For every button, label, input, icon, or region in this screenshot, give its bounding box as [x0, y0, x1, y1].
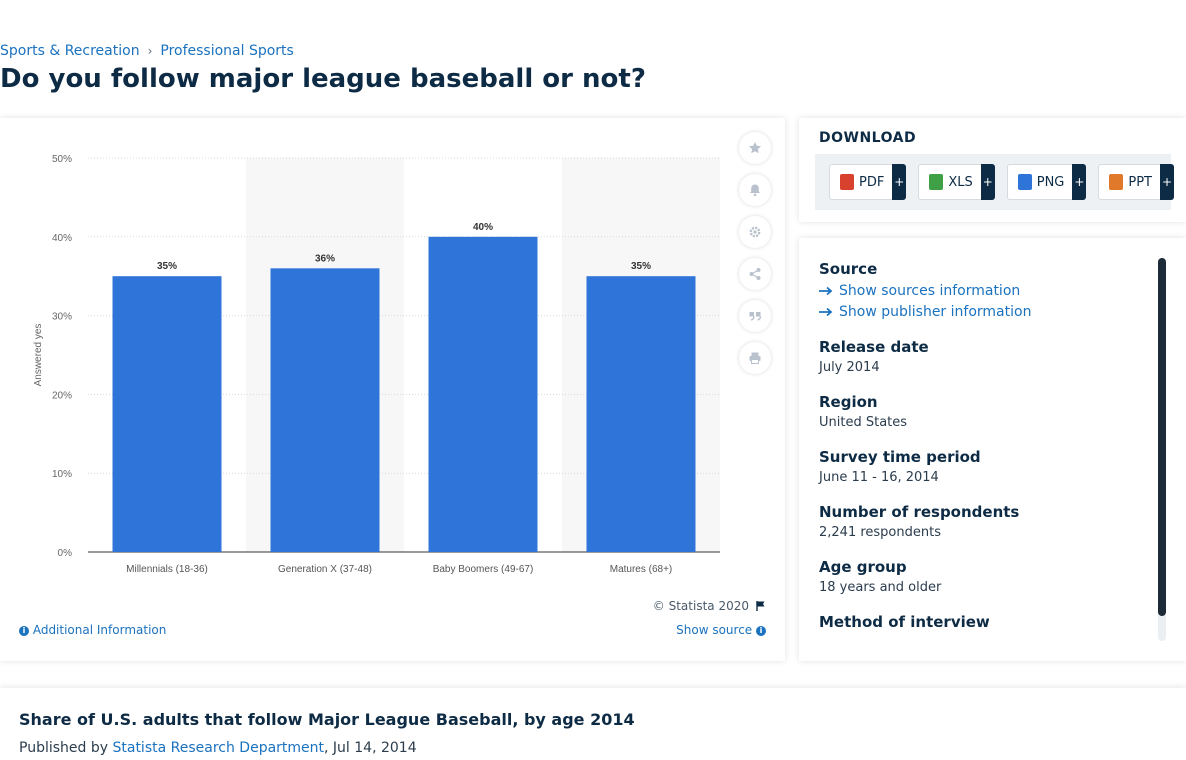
- download-pdf-button[interactable]: PDF +: [829, 164, 907, 200]
- download-pdf-label: PDF: [859, 174, 885, 190]
- print-icon[interactable]: [739, 342, 771, 374]
- download-png-button[interactable]: PNG +: [1006, 164, 1087, 200]
- bell-icon[interactable]: [739, 174, 771, 206]
- release-date-label: Release date: [819, 338, 929, 356]
- bar: [586, 276, 696, 552]
- survey-period-label: Survey time period: [819, 448, 981, 466]
- xls-file-icon: [929, 174, 944, 190]
- show-source-label: Show source: [676, 623, 753, 637]
- share-icon[interactable]: [739, 258, 771, 290]
- y-tick-label: 20%: [52, 390, 72, 401]
- flag-icon[interactable]: [755, 600, 767, 612]
- published-by: Published by Statista Research Departmen…: [19, 740, 417, 756]
- copyright: © Statista 2020: [653, 599, 767, 613]
- survey-period-value: June 11 - 16, 2014: [819, 470, 939, 485]
- download-card: DOWNLOAD PDF + XLS + PNG + PPT +: [799, 118, 1186, 222]
- chart-toolbar: [739, 132, 771, 374]
- scrollbar-thumb[interactable]: [1158, 258, 1166, 616]
- data-label: 35%: [157, 261, 177, 272]
- show-source-link[interactable]: Show source i: [676, 623, 766, 637]
- bar: [428, 236, 538, 553]
- data-label: 36%: [315, 253, 335, 264]
- download-ppt-label: PPT: [1128, 174, 1152, 190]
- y-tick-label: 50%: [52, 154, 72, 165]
- plus-icon: +: [1072, 164, 1087, 200]
- scrollbar[interactable]: [1158, 258, 1166, 641]
- release-date-value: July 2014: [819, 360, 880, 375]
- download-xls-button[interactable]: XLS +: [918, 164, 995, 200]
- source-label: Source: [819, 260, 878, 278]
- statistic-title: Share of U.S. adults that follow Major L…: [19, 710, 635, 729]
- bar: [112, 276, 222, 552]
- statistic-details-card: Source Show sources information Show pub…: [799, 238, 1186, 661]
- x-tick-label: Matures (68+): [610, 564, 673, 575]
- statistic-description-card: Share of U.S. adults that follow Major L…: [0, 688, 1186, 760]
- y-tick-label: 0%: [58, 548, 73, 559]
- additional-info-label: Additional Information: [32, 623, 167, 637]
- download-ppt-button[interactable]: PPT +: [1098, 164, 1174, 200]
- breadcrumb-item-professional-sports[interactable]: Professional Sports: [160, 43, 294, 59]
- arrow-right-icon: [819, 307, 833, 317]
- breadcrumb-separator: ›: [147, 44, 153, 58]
- plus-icon: +: [980, 164, 995, 200]
- plus-icon: +: [1160, 164, 1174, 200]
- bar: [270, 268, 380, 552]
- plus-icon: +: [892, 164, 907, 200]
- publisher-link[interactable]: Statista Research Department: [112, 740, 325, 756]
- star-icon[interactable]: [739, 132, 771, 164]
- ppt-file-icon: [1109, 174, 1124, 190]
- additional-info-link[interactable]: i Additional Information: [19, 623, 166, 637]
- data-label: 40%: [473, 222, 493, 233]
- arrow-right-icon: [819, 286, 833, 296]
- download-png-label: PNG: [1036, 174, 1065, 190]
- png-file-icon: [1017, 174, 1032, 190]
- breadcrumb: Sports & Recreation › Professional Sport…: [0, 43, 294, 59]
- method-label: Method of interview: [819, 613, 990, 631]
- quote-icon[interactable]: [739, 300, 771, 332]
- show-sources-label: Show sources information: [839, 283, 1021, 299]
- download-buttons: PDF + XLS + PNG + PPT +: [815, 154, 1174, 210]
- bar-chart: 0% 10% 20% 30% 40% 50% Answered yes 35% Millenni…: [33, 154, 720, 575]
- pdf-file-icon: [840, 174, 854, 190]
- region-label: Region: [819, 393, 878, 411]
- download-xls-label: XLS: [948, 174, 973, 190]
- data-label: 35%: [631, 261, 651, 272]
- age-group-value: 18 years and older: [819, 580, 942, 595]
- x-tick-label: Generation X (37-48): [278, 564, 372, 575]
- page-title: Do you follow major league baseball or n…: [0, 64, 646, 94]
- x-tick-label: Baby Boomers (49-67): [433, 564, 534, 575]
- publish-date: , Jul 14, 2014: [324, 740, 417, 756]
- breadcrumb-item-sports-recreation[interactable]: Sports & Recreation: [0, 43, 140, 59]
- region-value: United States: [819, 415, 908, 430]
- x-tick-label: Millennials (18-36): [126, 564, 208, 575]
- respondents-label: Number of respondents: [819, 503, 1020, 521]
- y-tick-label: 30%: [52, 312, 72, 323]
- info-icon: i: [756, 625, 766, 636]
- y-axis-label: Answered yes: [33, 324, 44, 387]
- show-publisher-link[interactable]: Show publisher information: [819, 304, 1149, 320]
- respondents-value: 2,241 respondents: [819, 525, 941, 540]
- chart-card: 0% 10% 20% 30% 40% 50% Answered yes 35% Millenni…: [0, 118, 785, 661]
- show-publisher-label: Show publisher information: [839, 304, 1032, 320]
- published-by-label: Published by: [19, 740, 113, 756]
- gear-icon[interactable]: [739, 216, 771, 248]
- y-tick-label: 40%: [52, 233, 72, 244]
- age-group-label: Age group: [819, 558, 907, 576]
- download-title: DOWNLOAD: [819, 130, 917, 146]
- info-icon: i: [19, 625, 29, 636]
- y-tick-label: 10%: [52, 469, 72, 480]
- copyright-text: © Statista 2020: [652, 599, 749, 613]
- show-sources-link[interactable]: Show sources information: [819, 283, 1149, 299]
- statistic-details: Source Show sources information Show pub…: [819, 260, 1149, 631]
